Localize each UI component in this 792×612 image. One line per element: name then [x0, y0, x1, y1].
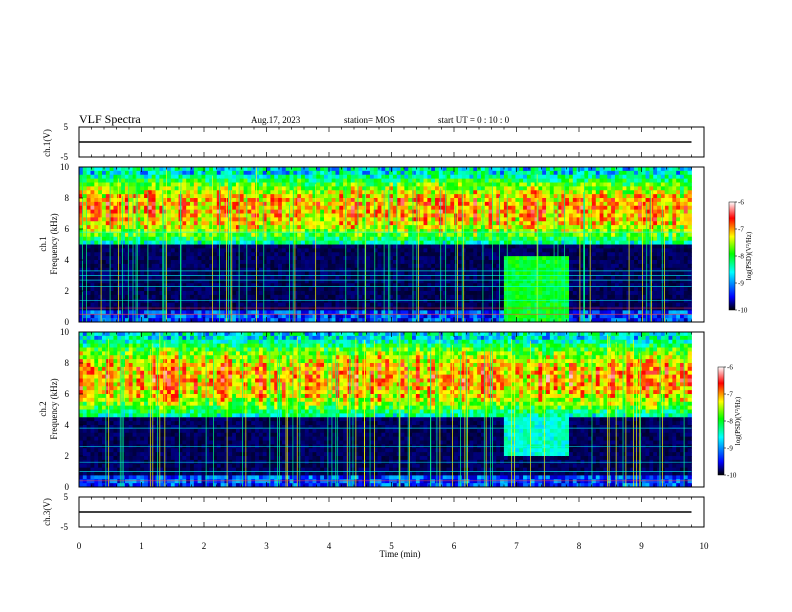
- frequency-tick-label: 6: [65, 224, 70, 234]
- time-tick-label: 3: [264, 541, 269, 551]
- ch2-spectrogram-ticks: [78, 332, 705, 487]
- colorbar-tick-label: -10: [727, 472, 737, 480]
- ch1-colorbar-ticks: -6 -7 -8 -9 -10: [735, 199, 748, 315]
- ch1-spectrogram-image: [79, 167, 692, 323]
- frequency-tick-label: 2: [65, 451, 70, 461]
- ch1-spectrogram-panel: 0 2 4 6 8 10 ch.1 Frequency (kHz): [38, 162, 705, 327]
- colorbar-tick-label: -9: [738, 280, 744, 288]
- ch1-spectrogram-ylabel-frequency: Frequency (kHz): [49, 213, 59, 274]
- colorbar-tick-label: -6: [727, 364, 733, 372]
- ch1-waveform-ylabel: ch.1(V): [42, 129, 52, 157]
- ch1-colorbar-gradient: [728, 201, 736, 311]
- ch2-colorbar-label: log(PSD)(V²/Hz): [734, 396, 742, 445]
- colorbar-tick-label: -7: [727, 391, 733, 399]
- ch3-waveform-ylabel: ch.3(V): [42, 498, 52, 526]
- ch1-ytick-top: 5: [64, 122, 69, 132]
- ch3-ytick-bottom: -5: [61, 522, 69, 532]
- time-tick-label: 0: [77, 541, 82, 551]
- frequency-tick-label: 10: [60, 162, 70, 172]
- ch2-spectrogram-ylabel-frequency: Frequency (kHz): [49, 378, 59, 439]
- frequency-tick-label: 2: [65, 286, 70, 296]
- time-tick-label: 7: [514, 541, 519, 551]
- ch2-spectrogram-ytick-labels: 0 2 4 6 8 10: [60, 327, 83, 492]
- time-tick-label: 9: [639, 541, 644, 551]
- time-tick-label: 4: [327, 541, 332, 551]
- frequency-tick-label: 8: [65, 358, 70, 368]
- colorbar-tick-label: -9: [727, 445, 733, 453]
- frequency-tick-label: 4: [65, 255, 70, 265]
- ch1-ytick-bottom: -5: [61, 152, 69, 162]
- colorbar-tick-label: -10: [738, 307, 748, 315]
- time-tick-label: 8: [577, 541, 582, 551]
- frequency-tick-label: 8: [65, 193, 70, 203]
- colorbar-tick-label: -6: [738, 199, 744, 207]
- ch1-spectrogram-ytick-labels: 0 2 4 6 8 10: [60, 162, 83, 327]
- ch3-waveform-ticks: [78, 497, 705, 527]
- colorbar-tick-label: -8: [738, 253, 744, 261]
- ch1-spectrogram-ylabel-channel: ch.1: [38, 236, 48, 251]
- time-axis-tick-labels: 0 1 2 3 4 5 6 7 8 9 10: [77, 541, 709, 551]
- ch2-spectrogram-ylabel-channel: ch.2: [38, 401, 48, 416]
- time-tick-label: 2: [202, 541, 207, 551]
- ch3-ytick-top: 5: [64, 492, 69, 502]
- ch2-spectrogram-panel: 0 2 4 6 8 10 ch.2 Frequency (kHz): [38, 327, 705, 492]
- ch1-colorbar-label: log(PSD)(V²/Hz): [745, 231, 753, 280]
- time-tick-label: 10: [700, 541, 710, 551]
- time-axis-label: Time (min): [380, 549, 421, 559]
- ch3-waveform-panel: 5 -5 ch.3(V): [42, 492, 705, 532]
- start-time-label: start UT = 0 : 10 : 0: [438, 115, 510, 125]
- colorbar-tick-label: -7: [738, 226, 744, 234]
- frequency-tick-label: 0: [65, 482, 70, 492]
- frequency-tick-label: 10: [60, 327, 70, 337]
- ch1-colorbar: -6 -7 -8 -9 -10 log(PSD)(V²/Hz): [728, 199, 753, 315]
- ch2-colorbar: -6 -7 -8 -9 -10 log(PSD)(V²/Hz): [717, 364, 742, 480]
- frequency-tick-label: 6: [65, 389, 70, 399]
- figure-title: VLF Spectra: [79, 112, 141, 126]
- date-label: Aug.17, 2023: [251, 115, 301, 125]
- frequency-tick-label: 0: [65, 317, 70, 327]
- ch2-spectrogram-image: [79, 332, 692, 488]
- time-tick-label: 6: [452, 541, 457, 551]
- ch1-spectrogram-ticks: [78, 167, 705, 322]
- station-label: station= MOS: [344, 115, 395, 125]
- ch2-colorbar-gradient: [717, 366, 725, 476]
- ch1-waveform-ticks: [78, 127, 705, 157]
- colorbar-tick-label: -8: [727, 418, 733, 426]
- ch2-colorbar-ticks: -6 -7 -8 -9 -10: [724, 364, 737, 480]
- time-tick-label: 1: [139, 541, 144, 551]
- time-tick-label: 5: [389, 541, 394, 551]
- ch1-waveform-panel: 5 -5 ch.1(V): [42, 122, 705, 162]
- frequency-tick-label: 4: [65, 420, 70, 430]
